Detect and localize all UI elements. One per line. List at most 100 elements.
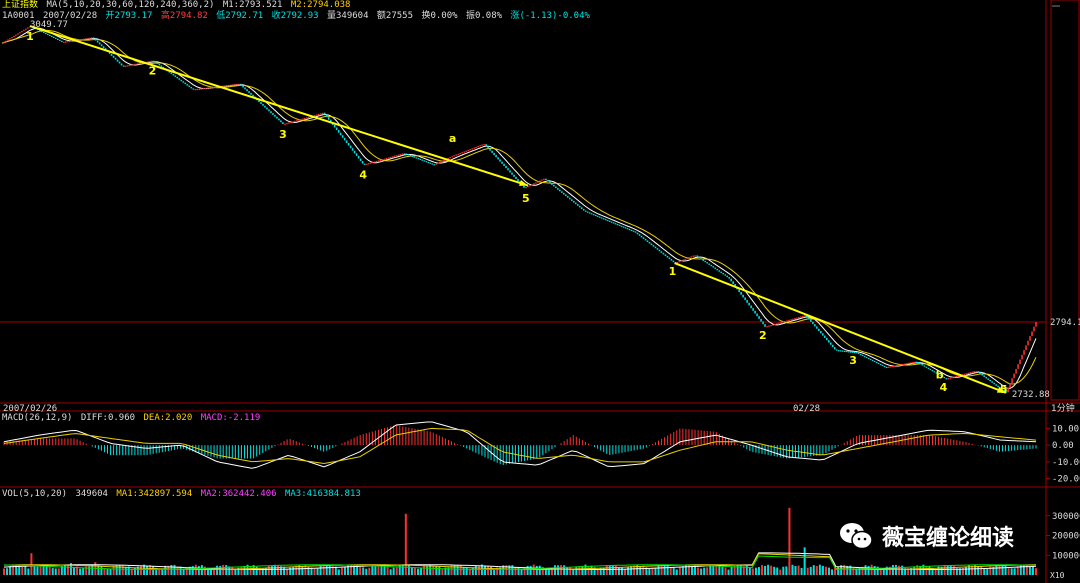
price-candle	[477, 146, 479, 148]
price-candle	[557, 188, 559, 190]
volume-bar	[173, 564, 176, 575]
volume-bar	[298, 564, 301, 575]
volume-bar	[891, 564, 894, 575]
price-candle	[881, 364, 884, 367]
volume-bar	[39, 564, 42, 575]
price-candle	[234, 84, 236, 86]
volume-bar	[633, 565, 636, 575]
volume-bar	[435, 565, 438, 575]
vol-value: 349604	[75, 489, 108, 499]
volume-bar	[462, 567, 465, 575]
volume-bar	[721, 566, 724, 575]
price-candle	[766, 326, 768, 328]
price-candle	[694, 255, 697, 257]
volume-bar	[989, 566, 992, 575]
volume-bar	[1010, 568, 1013, 575]
price-candle	[927, 367, 930, 369]
price-candle	[786, 320, 788, 322]
volume-bar	[821, 565, 824, 575]
volume-bar	[529, 565, 532, 575]
index-name: 上证指数	[2, 0, 39, 10]
volume-bar	[541, 567, 544, 575]
volume-bar	[121, 564, 124, 575]
volume-bar	[736, 565, 739, 575]
price-candle	[664, 254, 667, 256]
price-candle	[586, 211, 589, 213]
volume-bar	[952, 565, 955, 575]
price-candle	[367, 163, 370, 165]
macd-value: MACD:-2.119	[200, 413, 261, 423]
price-candle	[270, 111, 272, 114]
volume-bar	[593, 567, 596, 575]
volume-bar	[840, 565, 843, 575]
volume-bar	[791, 564, 794, 575]
price-candle	[319, 113, 322, 115]
price-candle	[489, 148, 491, 151]
price-candle	[710, 264, 713, 267]
volume-bar	[666, 565, 669, 575]
volume-bar	[748, 567, 751, 575]
price-candle	[820, 331, 822, 334]
volume-bar	[219, 565, 222, 575]
price-candle	[676, 261, 679, 264]
price-candle	[965, 373, 968, 375]
arrow-label-a: a	[449, 132, 456, 145]
price-candle	[718, 270, 721, 272]
volume-bar	[706, 567, 709, 575]
vol-params: VOL(5,10,20)	[2, 489, 68, 499]
volume-bar	[280, 566, 283, 575]
volume-bar	[33, 566, 36, 575]
price-candle	[208, 87, 210, 89]
volume-bar	[526, 565, 529, 575]
macd-diff-line	[3, 421, 1037, 469]
volume-bar	[614, 565, 617, 575]
price-candle	[734, 284, 736, 287]
price-candle	[732, 281, 734, 285]
price-candle	[754, 310, 756, 314]
amplitude-value: 振0.08%	[465, 11, 503, 21]
price-candle	[636, 232, 639, 235]
volume-bar	[115, 565, 118, 575]
price-candle	[722, 272, 725, 275]
price-candle	[1011, 378, 1013, 383]
price-candle	[871, 359, 874, 362]
volume-bar	[267, 565, 270, 575]
volume-bar	[587, 566, 590, 575]
volume-bar	[103, 567, 106, 575]
volume-bar	[307, 566, 310, 575]
price-candle	[172, 74, 175, 76]
price-candle	[569, 197, 571, 200]
price-candle	[903, 363, 906, 365]
price-candle	[337, 130, 340, 133]
volume-bar	[815, 566, 818, 575]
volume-bar	[864, 565, 867, 575]
price-candle	[784, 320, 786, 323]
price-candle	[248, 91, 250, 93]
volume-bar	[547, 567, 550, 575]
price-candle	[670, 259, 673, 261]
volume-bar	[709, 565, 712, 575]
volume-bar	[66, 565, 69, 575]
volume-bar	[651, 567, 654, 575]
price-candle	[252, 94, 254, 97]
volume-bar	[331, 566, 334, 575]
price-candle	[953, 376, 956, 378]
volume-bar	[998, 565, 1001, 575]
volume-bar	[782, 566, 785, 575]
volume-bar	[9, 566, 12, 575]
volume-bar	[487, 565, 490, 575]
price-candle	[515, 176, 517, 180]
volume-bar	[270, 566, 273, 575]
price-candle	[911, 362, 914, 364]
volume-bar	[849, 565, 852, 575]
volume-bar	[210, 568, 213, 575]
price-candles	[3, 26, 1037, 393]
price-candle	[901, 363, 904, 366]
price-candle	[682, 259, 685, 261]
volume-bar	[754, 567, 757, 575]
price-candle	[152, 60, 155, 62]
price-candle	[614, 223, 617, 225]
price-candle	[565, 194, 567, 197]
price-candle	[594, 214, 597, 217]
volume-bar	[432, 565, 435, 575]
